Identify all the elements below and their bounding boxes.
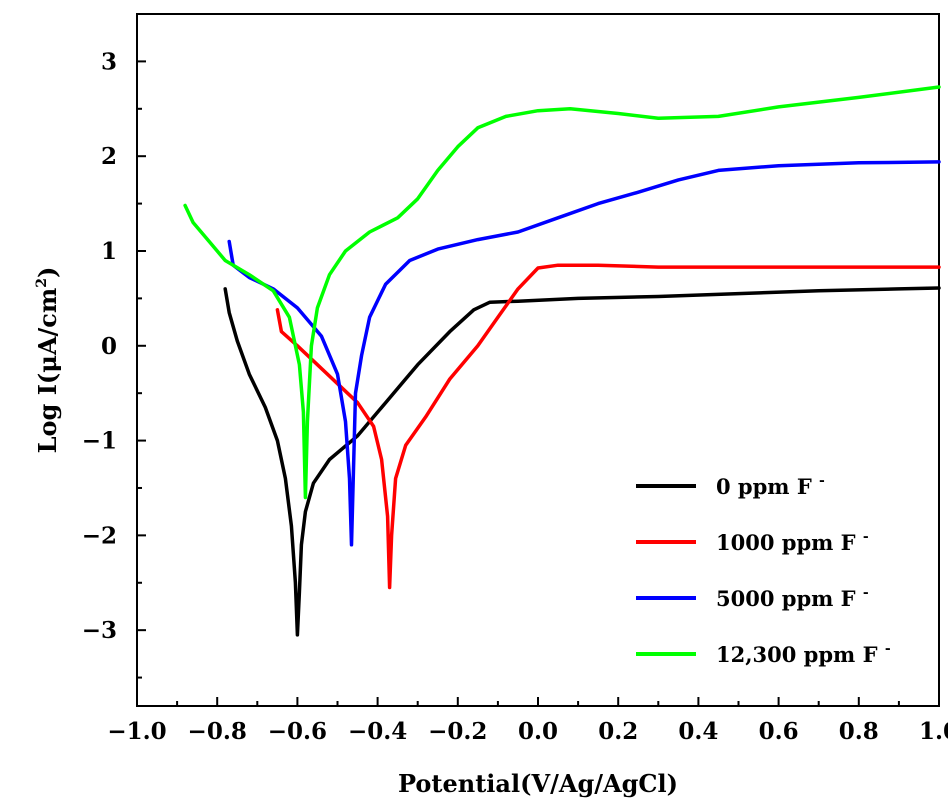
x-tick-label: −0.8 [188, 718, 247, 745]
series-line-12300 [183, 85, 941, 500]
legend-label: 1000 ppm F - [716, 529, 869, 555]
x-tick-label: 0.4 [678, 718, 718, 745]
legend-label: 0 ppm F - [716, 473, 825, 499]
y-tick-label: −3 [82, 617, 117, 644]
y-tick-label: 0 [101, 333, 117, 360]
y-axis-ticks: 3 2 1 0 −1 −2 −3 [82, 13, 146, 679]
y-tick-label: 3 [101, 48, 117, 75]
x-tick-label: −1.0 [107, 718, 166, 745]
x-tick-label: 0.2 [598, 718, 638, 745]
y-tick-label: 1 [101, 238, 117, 265]
series-line-1000 [275, 263, 941, 590]
y-tick-label: 2 [101, 143, 117, 170]
x-tick-label: 0.6 [759, 718, 799, 745]
x-tick-label: 0.0 [518, 718, 558, 745]
y-axis-title-sup: 2 [34, 278, 50, 288]
x-tick-label: −0.2 [428, 718, 487, 745]
x-tick-label: −0.6 [268, 718, 327, 745]
x-axis-title: Potential(V/Ag/AgCl) [398, 769, 678, 798]
y-axis-title-main: Log I(μA/cm [33, 288, 62, 454]
legend: 0 ppm F - 1000 ppm F - 5000 ppm F - 12,300 … [636, 473, 891, 667]
y-axis-title: Log I(μA/cm2) [33, 267, 62, 454]
y-axis-title-close: ) [33, 267, 62, 278]
x-axis-ticks: −1.0 −0.8 −0.6 −0.4 −0.2 0.0 0.2 0.4 0.6 0.8 1.0 [107, 697, 948, 745]
y-tick-label: −2 [82, 522, 117, 549]
y-tick-label: −1 [82, 428, 117, 455]
series-lines [183, 85, 941, 637]
legend-label: 5000 ppm F - [716, 585, 869, 611]
legend-label: 12,300 ppm F - [716, 641, 891, 667]
x-tick-label: −0.4 [348, 718, 407, 745]
series-line-0 [223, 286, 941, 637]
x-tick-label: 1.0 [919, 718, 948, 745]
y-axis-title-group: Log I(μA/cm2) [33, 267, 62, 454]
series-line-5000 [227, 160, 941, 547]
x-tick-label: 0.8 [839, 718, 879, 745]
